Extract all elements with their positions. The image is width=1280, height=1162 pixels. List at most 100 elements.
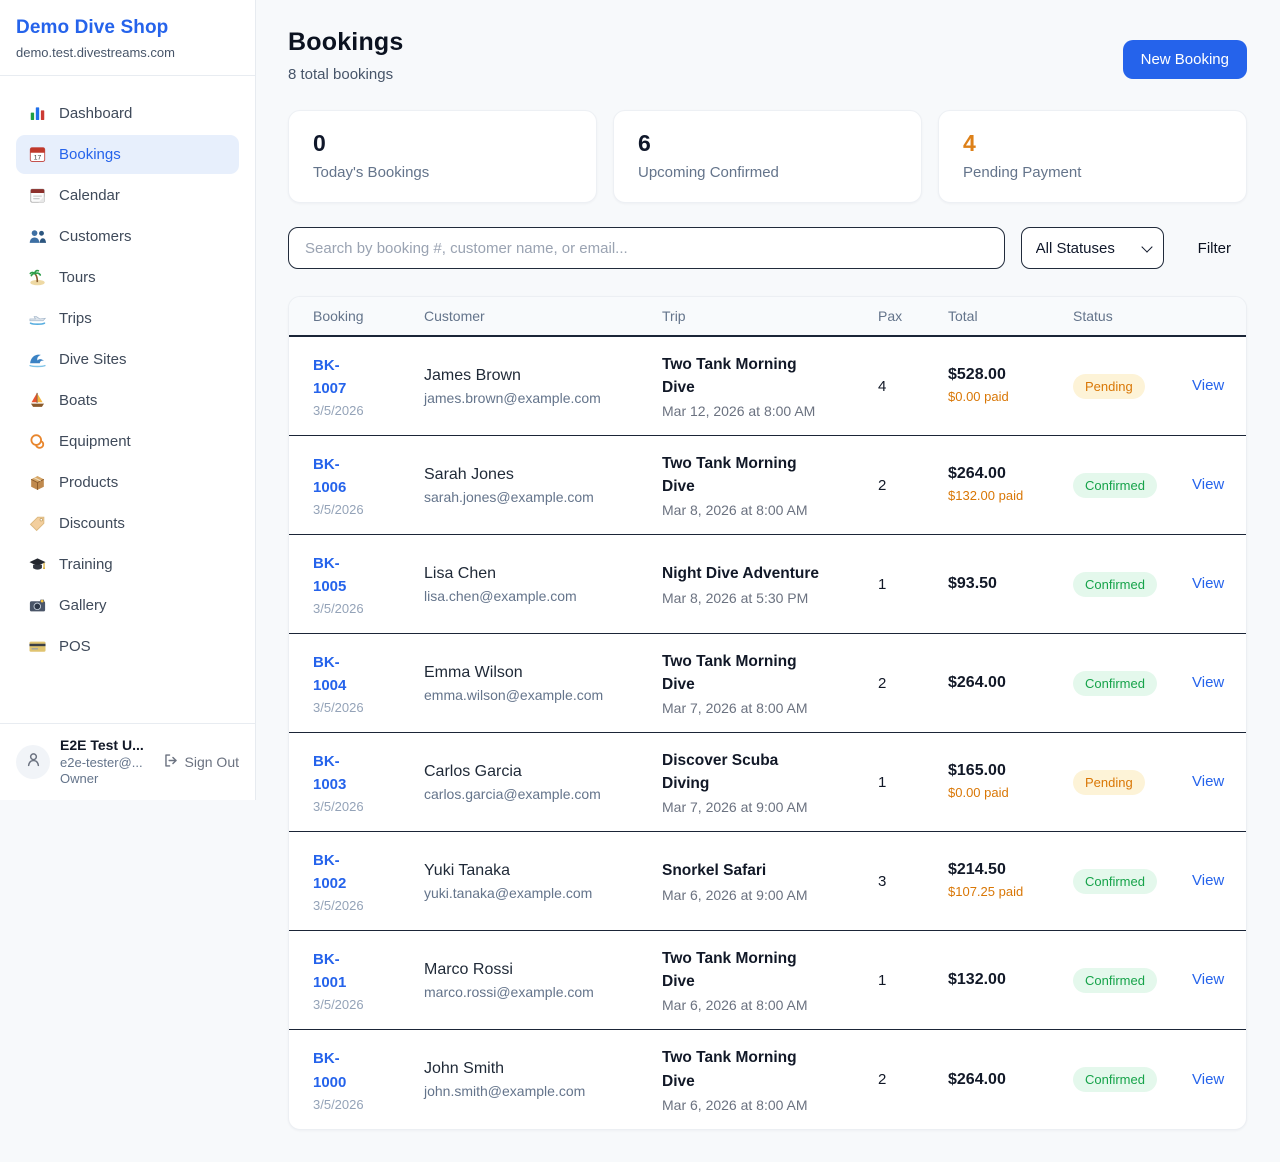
customer-name: Lisa Chen — [424, 564, 497, 582]
stat-card-pending: 4 Pending Payment — [938, 110, 1247, 203]
trip-time: Mar 8, 2026 at 5:30 PM — [662, 589, 809, 606]
sidebar-item-trips[interactable]: Trips — [16, 299, 239, 338]
view-link[interactable]: View — [1192, 476, 1225, 493]
camera-icon — [28, 596, 47, 615]
stats-row: 0 Today's Bookings 6 Upcoming Confirmed 4 Pen… — [288, 110, 1247, 203]
sign-out-icon — [162, 752, 179, 772]
sidebar-item-equipment[interactable]: Equipment — [16, 422, 239, 461]
sidebar-item-calendar[interactable]: Calendar — [16, 176, 239, 215]
page-subtitle: 8 total bookings — [288, 66, 394, 83]
status-cell: Confirmed — [1073, 472, 1192, 498]
pax-value: 1 — [878, 773, 887, 791]
customer-cell: Yuki Tanaka yuki.tanaka@example.com — [424, 862, 662, 901]
booking-date: 3/5/2026 — [313, 997, 364, 1013]
sign-out-button[interactable]: Sign Out — [162, 752, 239, 772]
sidebar-item-tours[interactable]: Tours — [16, 258, 239, 297]
trip-cell: Two Tank Morning Dive Mar 12, 2026 at 8:0… — [662, 353, 878, 420]
sidebar-item-products[interactable]: Products — [16, 463, 239, 502]
booking-id-link[interactable]: BK-1001 — [313, 950, 347, 991]
actions-cell: View — [1192, 1071, 1224, 1089]
stat-value: 4 — [963, 130, 976, 156]
sidebar-item-gallery[interactable]: Gallery — [16, 586, 239, 625]
booking-id-link[interactable]: BK-1005 — [313, 554, 347, 595]
booking-id-link[interactable]: BK-1003 — [313, 752, 347, 793]
view-link[interactable]: View — [1192, 1070, 1225, 1088]
actions-cell: View — [1192, 377, 1224, 395]
view-link[interactable]: View — [1192, 674, 1225, 691]
new-booking-button[interactable]: New Booking — [1122, 40, 1247, 79]
status-badge: Confirmed — [1073, 967, 1157, 993]
sidebar-item-training[interactable]: Training — [16, 545, 239, 584]
customer-cell: John Smith john.smith@example.com — [424, 1060, 662, 1099]
booking-date: 3/5/2026 — [313, 898, 364, 914]
view-link[interactable]: View — [1192, 971, 1225, 988]
stat-label: Pending Payment — [963, 164, 1082, 181]
trip-cell: Two Tank Morning Dive Mar 7, 2026 at 8:00… — [662, 650, 878, 717]
trip-time: Mar 12, 2026 at 8:00 AM — [662, 403, 816, 420]
booking-cell: BK-1001 3/5/2026 — [313, 948, 424, 1013]
status-cell: Confirmed — [1073, 967, 1192, 993]
booking-date: 3/5/2026 — [313, 502, 364, 518]
total-cell: $214.50 $107.25 paid — [948, 861, 1073, 902]
trip-name: Two Tank Morning Dive — [662, 652, 797, 693]
customer-email: john.smith@example.com — [424, 1083, 586, 1099]
customer-email: sarah.jones@example.com — [424, 488, 594, 505]
table-row: BK-1001 3/5/2026 Marco Rossi marco.rossi@ex… — [289, 931, 1246, 1030]
customer-name: Yuki Tanaka — [424, 861, 510, 879]
sidebar-item-dive-sites[interactable]: Dive Sites — [16, 340, 239, 379]
user-name: E2E Test U... — [60, 737, 144, 753]
package-icon — [28, 473, 47, 492]
sidebar-item-label: Equipment — [59, 433, 131, 450]
view-link[interactable]: View — [1192, 773, 1225, 790]
total-amount: $528.00 — [948, 365, 1006, 383]
sidebar: Demo Dive Shop demo.test.divestreams.com… — [0, 0, 256, 800]
column-header: Booking — [313, 308, 364, 324]
status-badge: Pending — [1073, 769, 1145, 795]
filter-button[interactable]: Filter — [1182, 230, 1247, 267]
view-link[interactable]: View — [1192, 377, 1225, 394]
customer-name: James Brown — [424, 366, 521, 384]
sign-out-label: Sign Out — [184, 754, 239, 770]
search-input[interactable] — [288, 227, 1005, 269]
total-cell: $528.00 $0.00 paid — [948, 366, 1073, 407]
shop-domain: demo.test.divestreams.com — [16, 45, 175, 60]
total-amount: $214.50 — [948, 860, 1006, 878]
stat-label: Today's Bookings — [313, 164, 430, 181]
dashboard-icon — [28, 104, 47, 123]
sidebar-item-pos[interactable]: POS — [16, 627, 239, 666]
booking-id-link[interactable]: BK-1004 — [313, 653, 347, 694]
customer-cell: Carlos Garcia carlos.garcia@example.com — [424, 763, 662, 802]
booking-id-link[interactable]: BK-1007 — [313, 356, 347, 397]
booking-date: 3/5/2026 — [313, 1096, 364, 1112]
user-box: E2E Test U... e2e-tester@... Owner Sign … — [0, 723, 255, 800]
stat-value: 0 — [313, 130, 326, 156]
status-cell: Pending — [1073, 769, 1192, 795]
customer-email: james.brown@example.com — [424, 389, 601, 406]
total-amount: $132.00 — [948, 971, 1006, 988]
status-badge: Confirmed — [1073, 670, 1157, 696]
booking-id-link[interactable]: BK-1000 — [313, 1050, 347, 1091]
sidebar-item-discounts[interactable]: Discounts — [16, 504, 239, 543]
view-link[interactable]: View — [1192, 872, 1225, 889]
pax-value: 1 — [878, 575, 887, 593]
sidebar-item-label: Trips — [59, 310, 92, 327]
sidebar-item-label: Gallery — [59, 597, 107, 614]
table-row: BK-1002 3/5/2026 Yuki Tanaka yuki.tanaka@ex… — [289, 832, 1246, 931]
total-amount: $264.00 — [948, 674, 1006, 691]
column-header: Total — [948, 308, 978, 324]
table-header-row: Booking Customer Trip Pax Total Status — [289, 297, 1246, 337]
booking-cell: BK-1002 3/5/2026 — [313, 849, 424, 914]
stat-card-today: 0 Today's Bookings — [288, 110, 597, 203]
booking-id-link[interactable]: BK-1006 — [313, 455, 347, 496]
sidebar-item-customers[interactable]: Customers — [16, 217, 239, 256]
pax-value: 4 — [878, 377, 887, 395]
trip-cell: Night Dive Adventure Mar 8, 2026 at 5:30 … — [662, 562, 878, 605]
sidebar-item-boats[interactable]: Boats — [16, 381, 239, 420]
booking-id-link[interactable]: BK-1002 — [313, 851, 347, 892]
sidebar-item-label: Dashboard — [59, 105, 133, 122]
view-link[interactable]: View — [1192, 575, 1225, 592]
status-filter-select[interactable]: All Statuses — [1020, 227, 1164, 269]
sidebar-item-bookings[interactable]: 17 Bookings — [16, 135, 239, 174]
sidebar-item-dashboard[interactable]: Dashboard — [16, 94, 239, 133]
